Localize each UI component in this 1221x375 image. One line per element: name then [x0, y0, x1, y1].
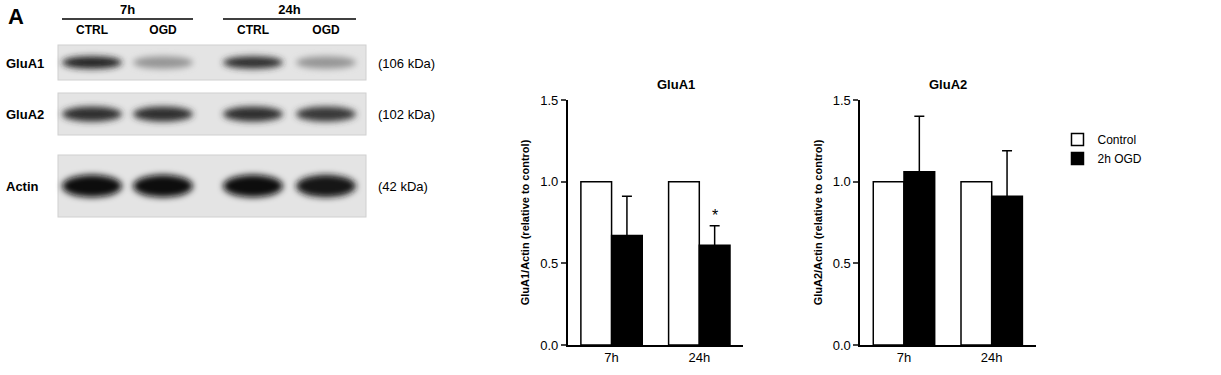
svg-text:(102 kDa): (102 kDa)	[378, 107, 435, 122]
svg-text:24h: 24h	[688, 350, 710, 365]
svg-text:0.5: 0.5	[833, 256, 851, 271]
svg-text:CTRL: CTRL	[76, 23, 108, 37]
svg-text:*: *	[712, 207, 718, 224]
svg-text:24h: 24h	[981, 350, 1003, 365]
svg-text:GluA1: GluA1	[6, 56, 44, 71]
svg-text:CTRL: CTRL	[237, 23, 269, 37]
svg-text:GluA2: GluA2	[929, 77, 967, 92]
svg-text:GluA1/Actin (relative to contr: GluA1/Actin (relative to control)	[519, 139, 531, 305]
svg-text:(106 kDa): (106 kDa)	[378, 56, 435, 71]
svg-text:GluA2: GluA2	[6, 107, 44, 122]
svg-text:7h: 7h	[897, 350, 911, 365]
svg-text:0.0: 0.0	[540, 338, 558, 353]
svg-text:1.5: 1.5	[833, 93, 851, 108]
svg-text:Actin: Actin	[6, 179, 39, 194]
svg-text:2h OGD: 2h OGD	[1097, 152, 1141, 166]
svg-text:1.5: 1.5	[540, 93, 558, 108]
svg-text:A: A	[8, 4, 24, 29]
svg-text:7h: 7h	[120, 2, 135, 17]
svg-text:0.5: 0.5	[540, 256, 558, 271]
svg-text:GluA1: GluA1	[657, 77, 695, 92]
svg-text:1.0: 1.0	[833, 174, 851, 189]
svg-text:0.0: 0.0	[833, 338, 851, 353]
svg-text:(42 kDa): (42 kDa)	[378, 179, 428, 194]
svg-text:24h: 24h	[278, 2, 300, 17]
svg-text:OGD: OGD	[149, 23, 177, 37]
svg-text:7h: 7h	[604, 350, 618, 365]
svg-text:Control: Control	[1097, 133, 1136, 147]
svg-text:GluA2/Actin (relative to contr: GluA2/Actin (relative to control)	[812, 139, 824, 305]
svg-text:1.0: 1.0	[540, 174, 558, 189]
svg-text:OGD: OGD	[312, 23, 340, 37]
